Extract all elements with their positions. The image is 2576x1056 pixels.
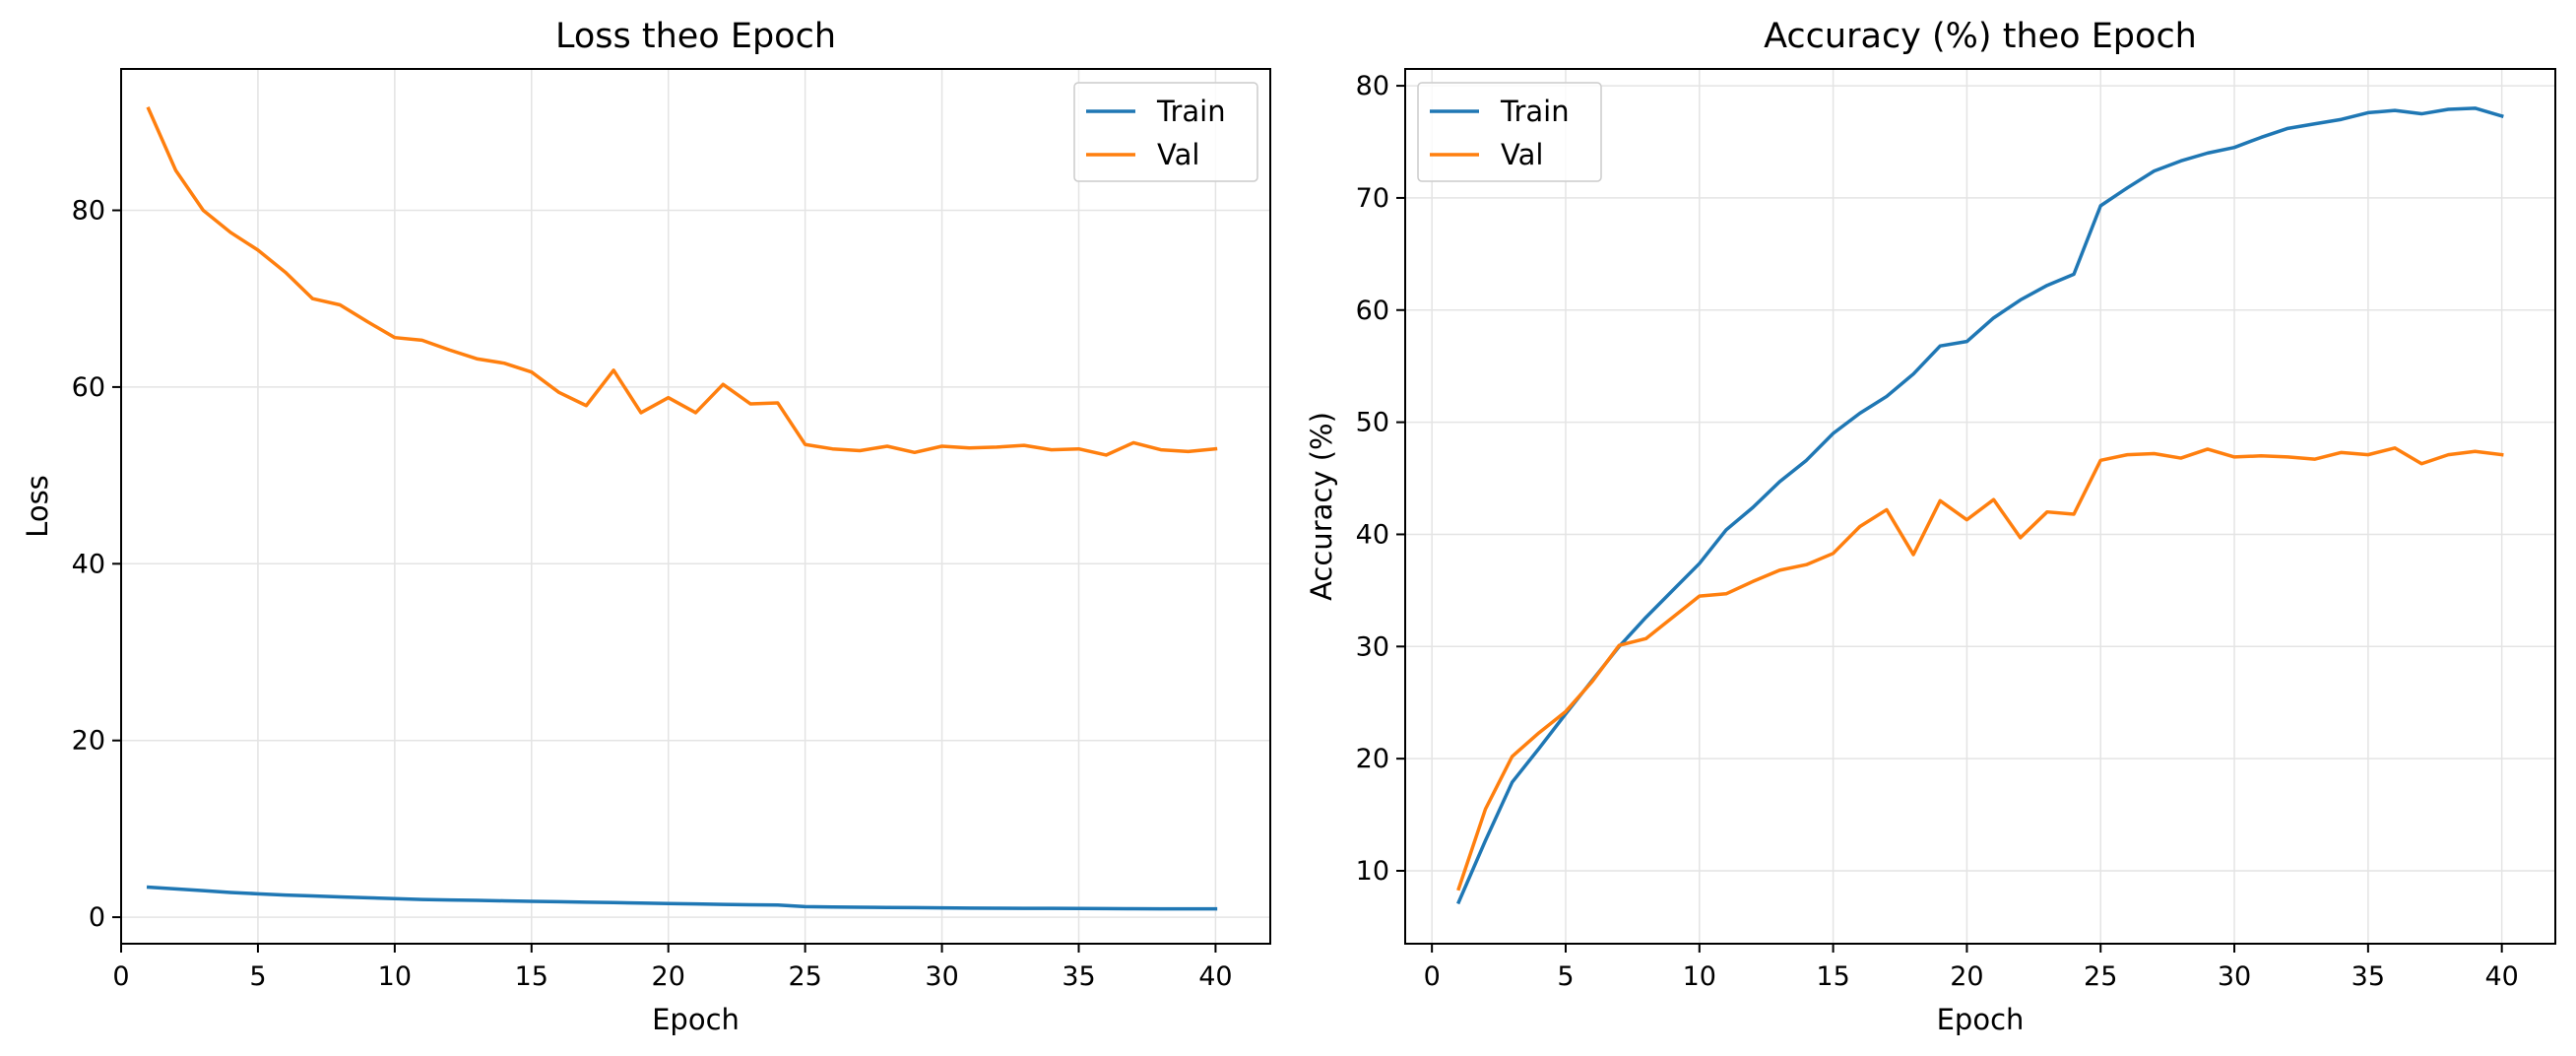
loss-y-tick-label: 60 xyxy=(72,372,105,403)
loss-x-tick-label: 30 xyxy=(925,961,958,992)
accuracy-x-tick-label: 10 xyxy=(1683,961,1716,992)
accuracy-axes-frame xyxy=(1404,68,2556,945)
accuracy-chart-title: Accuracy (%) theo Epoch xyxy=(1764,17,2197,56)
accuracy-x-tick-label: 20 xyxy=(1950,961,1983,992)
accuracy-y-tick-label: 80 xyxy=(1356,71,1389,101)
accuracy-legend: Train Val xyxy=(1417,82,1602,182)
accuracy-y-tick-label: 50 xyxy=(1356,408,1389,438)
loss-x-tick-label: 40 xyxy=(1198,961,1232,992)
loss-legend-label-train: Train xyxy=(1156,95,1226,128)
loss-y-tick-label: 0 xyxy=(89,902,105,933)
accuracy-y-tick-label: 40 xyxy=(1356,519,1389,550)
accuracy-y-tick-label: 10 xyxy=(1356,856,1389,887)
loss-y-tick-label: 40 xyxy=(72,549,105,579)
accuracy-series-train-line xyxy=(1456,106,2504,905)
loss-chart: 0 5 10 15 20 25 30 35 40 0 20 40 60 80 Loss theo Epoch… xyxy=(21,17,1271,1036)
loss-y-tick-label: 20 xyxy=(72,726,105,757)
loss-grid xyxy=(120,69,1270,944)
loss-y-axis-label: Loss xyxy=(21,475,54,538)
loss-series-val-line xyxy=(146,106,1218,457)
loss-legend: Train Val xyxy=(1073,82,1258,182)
accuracy-x-tick-label: 25 xyxy=(2084,961,2117,992)
loss-legend-box xyxy=(1073,82,1258,182)
accuracy-x-tick-label: 15 xyxy=(1816,961,1849,992)
accuracy-y-axis-label: Accuracy (%) xyxy=(1305,412,1338,601)
loss-series-train-line xyxy=(146,885,1218,911)
accuracy-x-tick-label: 0 xyxy=(1424,961,1441,992)
loss-axes-frame xyxy=(120,68,1271,945)
loss-x-tick-label: 25 xyxy=(788,961,821,992)
loss-x-tick-label: 0 xyxy=(112,961,129,992)
accuracy-y-tick-label: 60 xyxy=(1356,296,1389,326)
loss-x-tick-label: 15 xyxy=(515,961,548,992)
loss-x-tick-label: 35 xyxy=(1062,961,1095,992)
loss-x-tick-label: 10 xyxy=(378,961,412,992)
accuracy-legend-box xyxy=(1417,82,1602,182)
accuracy-x-tick-label: 40 xyxy=(2484,961,2518,992)
loss-x-axis-label: Epoch xyxy=(652,1003,740,1036)
accuracy-chart: 0 5 10 15 20 25 30 35 40 10 20 30 40 50 60 70 80 Accuracy… xyxy=(1305,17,2556,1036)
accuracy-y-tick-label: 20 xyxy=(1356,744,1389,774)
accuracy-series-val-line xyxy=(1456,446,2504,891)
accuracy-x-tick-label: 5 xyxy=(1557,961,1574,992)
accuracy-y-tick-label: 70 xyxy=(1356,183,1389,214)
accuracy-legend-label-train: Train xyxy=(1500,95,1570,128)
loss-x-tick-label: 20 xyxy=(652,961,685,992)
accuracy-grid xyxy=(1405,69,2555,944)
loss-legend-label-val: Val xyxy=(1157,138,1199,171)
accuracy-x-tick-label: 35 xyxy=(2351,961,2385,992)
loss-y-tick-label: 80 xyxy=(72,196,105,227)
loss-x-tick-label: 5 xyxy=(249,961,266,992)
accuracy-legend-label-val: Val xyxy=(1501,138,1543,171)
loss-chart-title: Loss theo Epoch xyxy=(555,17,836,56)
accuracy-x-axis-label: Epoch xyxy=(1937,1003,2025,1036)
accuracy-y-tick-label: 30 xyxy=(1356,631,1389,662)
accuracy-x-tick-label: 30 xyxy=(2218,961,2251,992)
